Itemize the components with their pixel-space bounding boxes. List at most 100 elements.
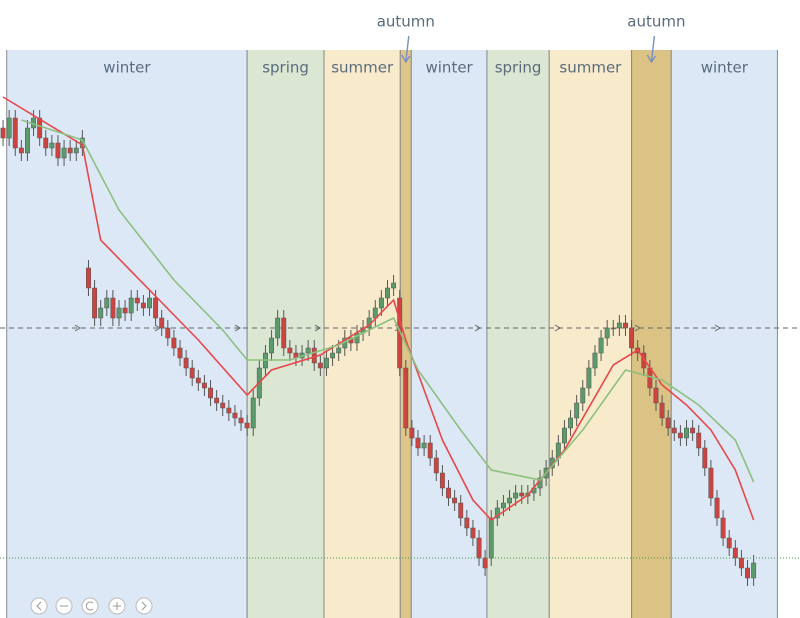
candle-body [324, 357, 329, 369]
candle-body [574, 402, 580, 419]
candle-body [732, 547, 738, 559]
candle-body [110, 297, 116, 319]
season-band [411, 50, 487, 618]
candle-body [665, 417, 671, 429]
scroll-left-button[interactable] [30, 597, 48, 615]
reference-arrow [234, 324, 241, 332]
band-label: spring [262, 59, 309, 77]
candle-body [488, 517, 494, 559]
candle-body [336, 347, 342, 354]
zoom-controls [30, 597, 153, 615]
band-label: summer [331, 59, 394, 77]
annotation: autumn [627, 13, 685, 31]
candle-body [177, 347, 183, 359]
band-label: winter [426, 59, 474, 77]
candle-body [446, 487, 451, 499]
candle-body [598, 337, 604, 354]
candle-body [641, 352, 647, 369]
season-band [486, 50, 550, 618]
candle-body [586, 367, 592, 389]
candle-body [519, 492, 525, 497]
candle-body [159, 317, 165, 329]
band-label: summer [559, 59, 622, 77]
candle-body [720, 517, 726, 539]
reference-arrow [314, 324, 321, 332]
candle-body [385, 287, 390, 299]
annotation-arrow [401, 35, 411, 64]
candle-body [269, 337, 274, 354]
moving-average-line [21, 119, 755, 483]
candle-body [43, 137, 49, 149]
candle-body [18, 147, 24, 154]
candle-body [745, 567, 750, 579]
candle-body [562, 427, 567, 444]
candle-body [195, 377, 201, 384]
candle-body [238, 417, 244, 424]
candle-body [147, 297, 152, 309]
zoom-out-button[interactable] [55, 597, 73, 615]
band-label: winter [103, 59, 151, 77]
candle-body [580, 387, 586, 404]
candle-body [629, 327, 635, 349]
candle-body [659, 402, 665, 419]
candle-body [287, 347, 293, 354]
candle-body [317, 362, 323, 369]
candle-body [104, 297, 110, 309]
candle-body [452, 497, 458, 504]
candle-body [311, 347, 317, 364]
candle-body [458, 502, 464, 519]
candle-body [751, 562, 757, 579]
moving-average-line [2, 96, 755, 522]
candle-body [568, 417, 574, 429]
candle-body [500, 502, 506, 509]
season-band [400, 50, 412, 618]
band-label: spring [495, 59, 542, 77]
band-label: winter [701, 59, 749, 77]
candle-body [690, 427, 696, 434]
candle-body [397, 297, 403, 369]
candle-body [92, 287, 98, 319]
candle-body [403, 367, 409, 429]
candle-body [0, 127, 6, 139]
reset-button[interactable] [81, 597, 99, 615]
candle-body [738, 557, 744, 569]
candle-body [604, 327, 610, 339]
candle-body [433, 457, 439, 474]
candle-body [208, 387, 213, 399]
reference-arrow [474, 324, 481, 332]
candle-body [55, 142, 61, 159]
candle-body [189, 367, 195, 379]
annotation-arrow [646, 35, 656, 64]
candle-body [250, 397, 256, 429]
reference-arrow [714, 324, 721, 332]
candle-body [708, 467, 714, 499]
zoom-in-button[interactable] [108, 597, 126, 615]
candle-body [494, 507, 500, 519]
season-band [631, 50, 672, 618]
candle-body [171, 337, 177, 349]
candle-body [6, 117, 12, 139]
season-band [549, 50, 632, 618]
candle-body [427, 442, 433, 459]
candle-body [726, 537, 732, 549]
candle-body [128, 297, 134, 314]
annotation: autumn [377, 13, 435, 31]
candle-body [165, 327, 171, 339]
candle-body [122, 307, 128, 314]
candle-body [391, 282, 397, 289]
scroll-right-button[interactable] [135, 597, 153, 615]
candle-body [677, 432, 683, 439]
candle-body [134, 297, 140, 304]
candle-body [153, 297, 159, 319]
candle-body [464, 517, 470, 529]
reference-arrow [554, 324, 561, 332]
candle-body [305, 347, 311, 354]
candle-body [183, 357, 189, 369]
candle-body [226, 407, 232, 414]
candle-body [482, 557, 488, 569]
reference-arrow [74, 324, 81, 332]
candle-body [330, 352, 336, 359]
candle-body [696, 432, 702, 449]
candle-body [476, 537, 482, 559]
